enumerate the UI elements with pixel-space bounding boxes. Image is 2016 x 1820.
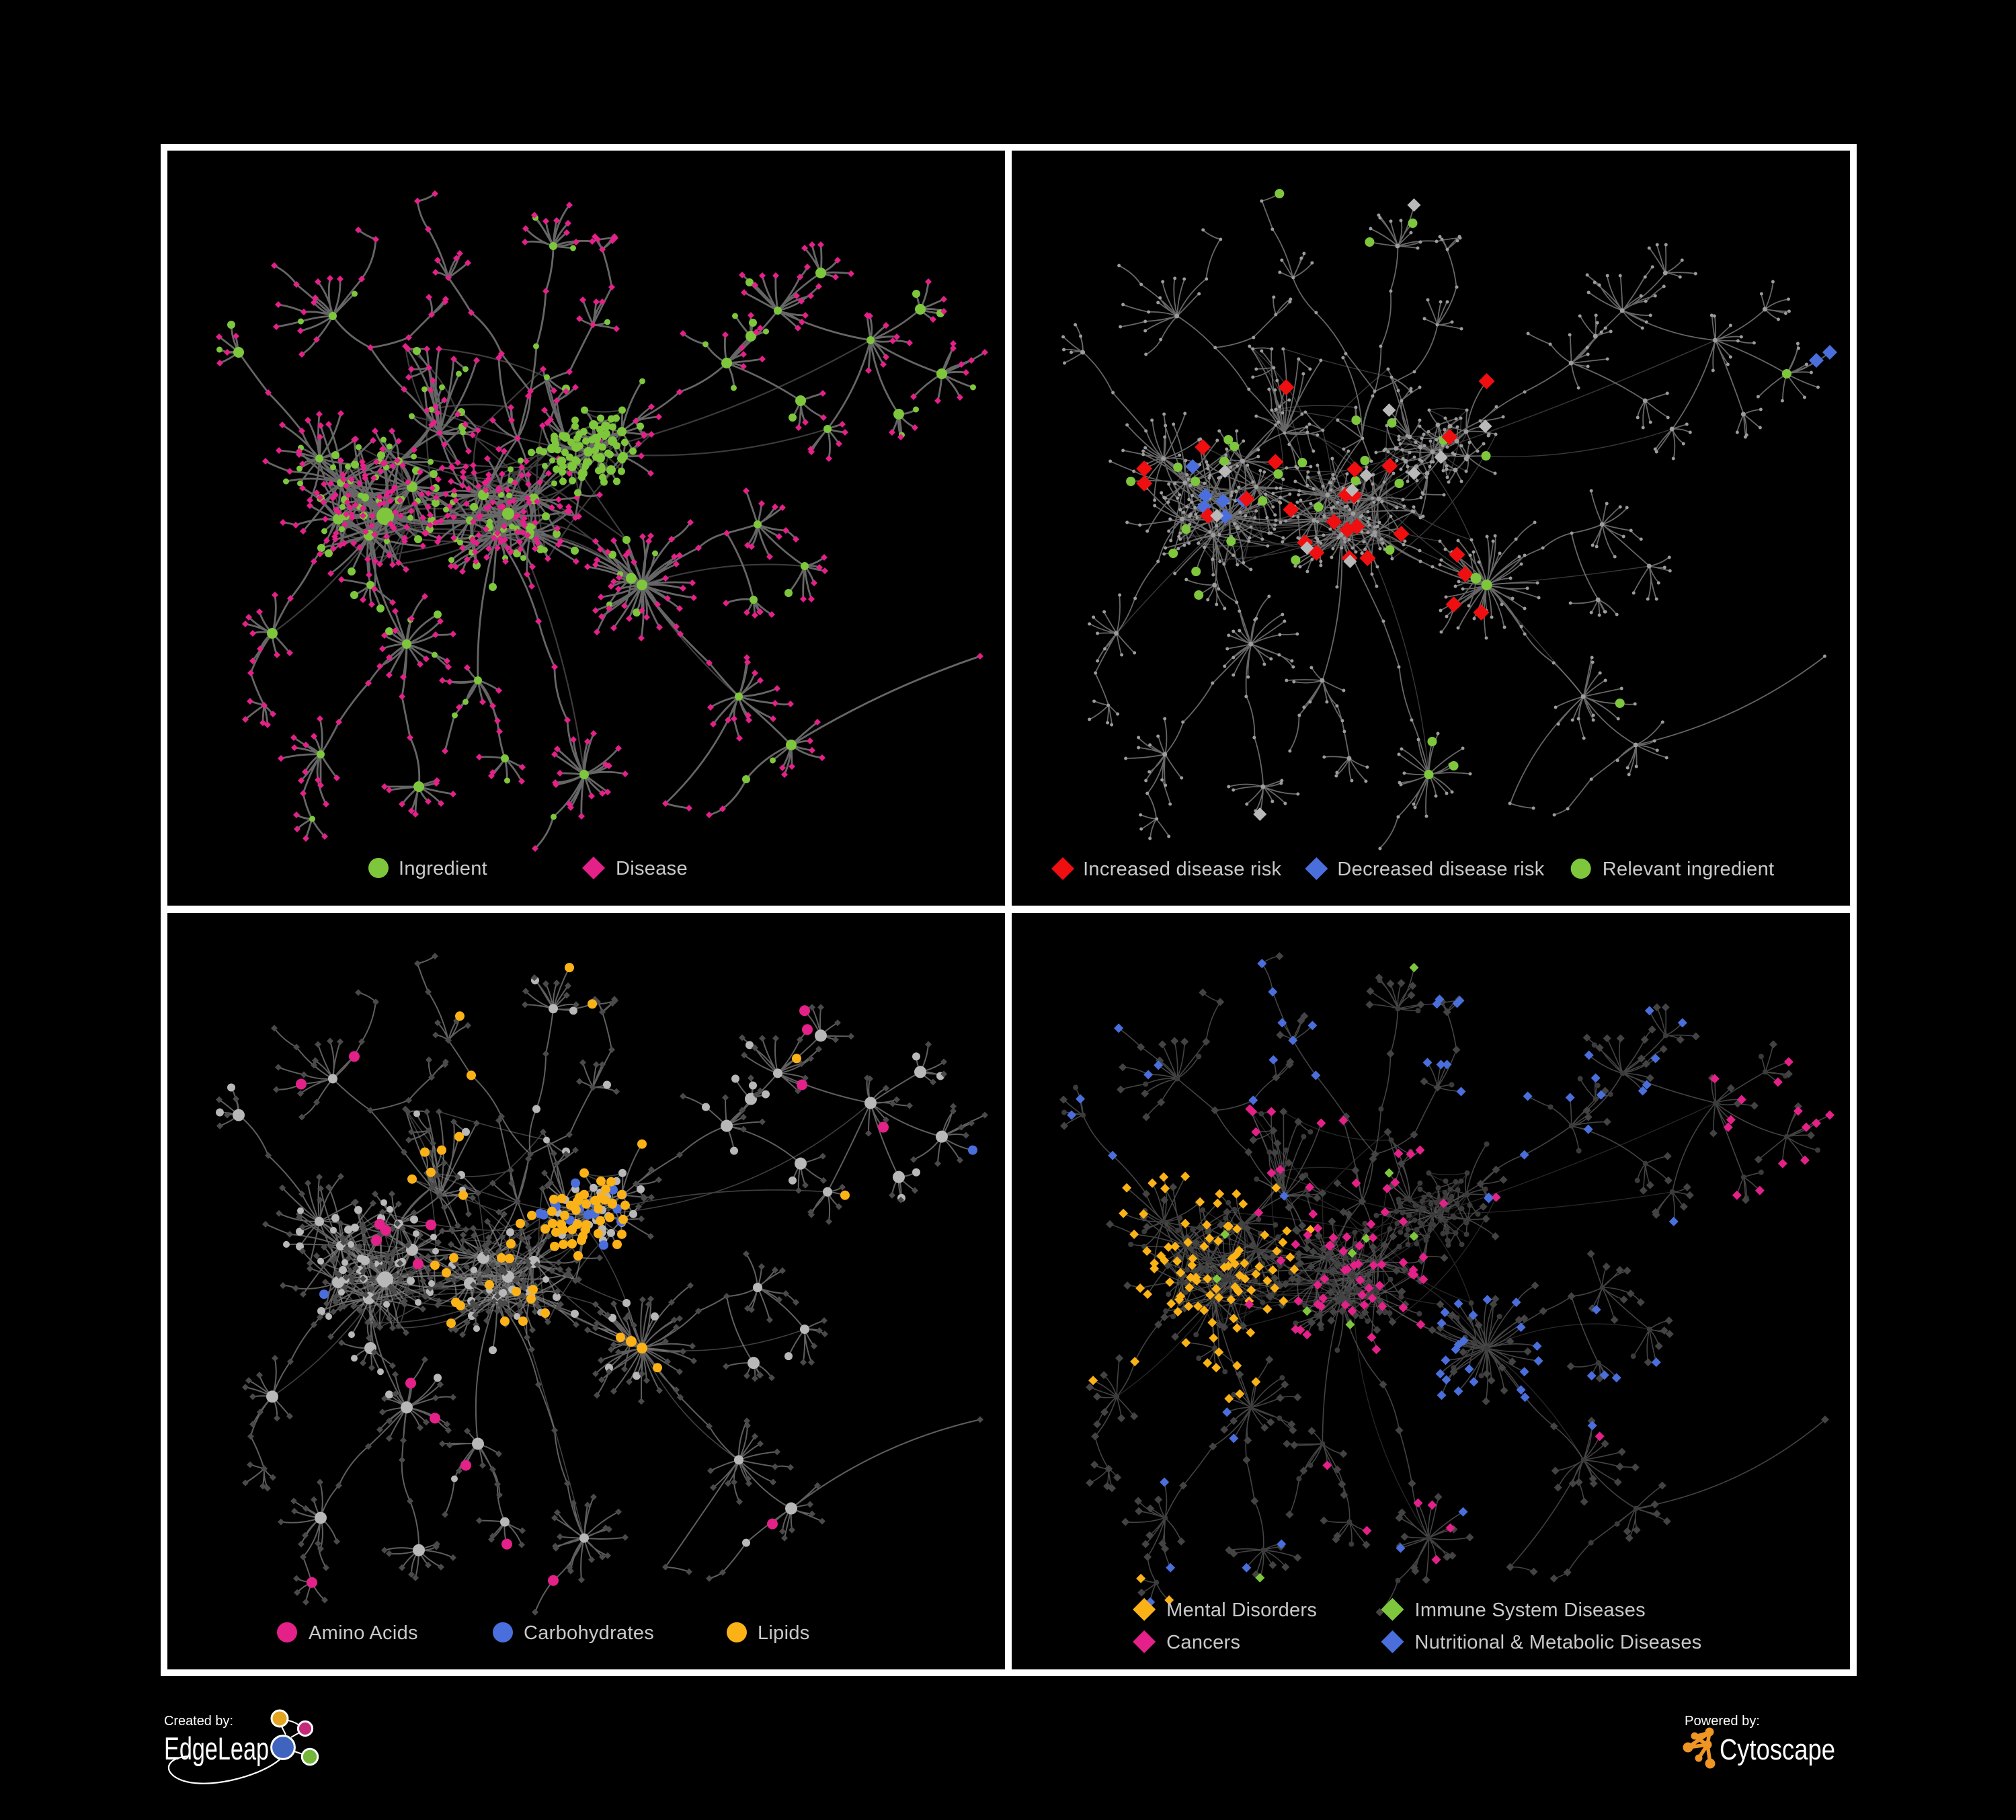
svg-text:Disease: Disease — [616, 858, 688, 879]
svg-text:Amino Acids: Amino Acids — [309, 1622, 418, 1644]
svg-text:Carbohydrates: Carbohydrates — [524, 1622, 654, 1644]
svg-text:Mental Disorders: Mental Disorders — [1166, 1599, 1317, 1621]
svg-text:Cancers: Cancers — [1166, 1632, 1240, 1653]
svg-text:Ingredient: Ingredient — [399, 858, 487, 879]
svg-text:Lipids: Lipids — [758, 1622, 810, 1644]
svg-text:Decreased disease risk: Decreased disease risk — [1337, 859, 1544, 880]
svg-text:EdgeLeap: EdgeLeap — [164, 1731, 269, 1766]
svg-text:Cytoscape: Cytoscape — [1720, 1733, 1835, 1766]
svg-text:Relevant ingredient: Relevant ingredient — [1603, 859, 1775, 880]
svg-text:Nutritional & Metabolic Diseas: Nutritional & Metabolic Diseases — [1414, 1632, 1701, 1653]
svg-text:Increased disease risk: Increased disease risk — [1083, 859, 1281, 880]
svg-text:Created by:: Created by: — [164, 1714, 233, 1729]
svg-text:Powered by:: Powered by: — [1685, 1714, 1760, 1729]
svg-text:Immune System Diseases: Immune System Diseases — [1414, 1599, 1645, 1621]
